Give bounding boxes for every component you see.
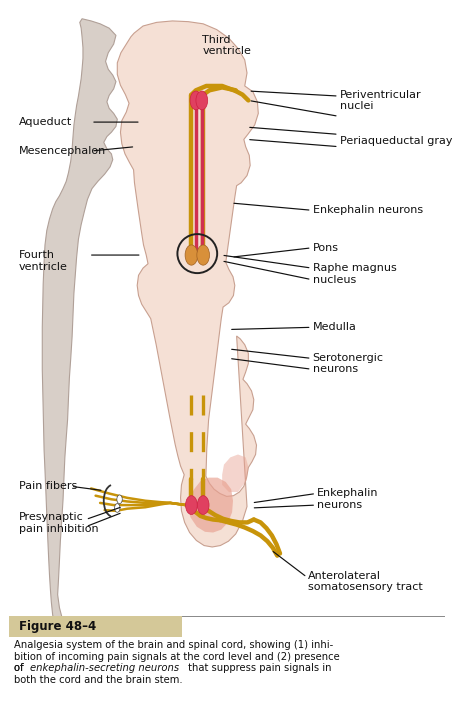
Text: bition of incoming pain signals at the cord level and (2) presence: bition of incoming pain signals at the c… [14,652,340,662]
Text: Raphe magnus
nucleus: Raphe magnus nucleus [312,263,396,285]
Text: of: of [14,663,27,673]
Text: Presynaptic
pain inhibition: Presynaptic pain inhibition [19,513,99,534]
Text: Medulla: Medulla [312,322,356,332]
Polygon shape [187,478,233,533]
Text: Mesencephalon: Mesencephalon [19,146,106,156]
Text: Aqueduct: Aqueduct [19,117,72,127]
Text: Analgesia system of the brain and spinal cord, showing (1) inhi-: Analgesia system of the brain and spinal… [14,640,334,650]
Text: Fourth
ventricle: Fourth ventricle [19,250,68,272]
Circle shape [190,91,202,110]
Polygon shape [42,19,117,626]
Text: Third
ventricle: Third ventricle [202,35,251,56]
Circle shape [196,91,208,110]
Text: Serotonergic
neurons: Serotonergic neurons [312,353,383,374]
FancyBboxPatch shape [9,616,182,636]
Text: of: of [14,663,27,673]
Circle shape [185,245,198,265]
Text: that suppress pain signals in: that suppress pain signals in [185,663,332,673]
Circle shape [197,245,210,265]
Circle shape [185,496,197,515]
Polygon shape [117,21,258,547]
Polygon shape [222,455,248,492]
Circle shape [115,504,120,513]
Text: Periventricular
nuclei: Periventricular nuclei [340,90,421,111]
Circle shape [117,495,122,504]
Text: Enkephalin
neurons: Enkephalin neurons [317,489,379,510]
Text: Periaqueductal gray: Periaqueductal gray [340,136,452,146]
Text: Enkephalin neurons: Enkephalin neurons [312,205,423,215]
Circle shape [197,496,209,515]
Text: Pain fibers: Pain fibers [19,481,77,492]
Text: Figure 48–4: Figure 48–4 [19,620,96,633]
Text: Pons: Pons [312,243,338,253]
Text: enkephalin-secreting neurons: enkephalin-secreting neurons [30,663,179,673]
Text: both the cord and the brain stem.: both the cord and the brain stem. [14,675,183,685]
Text: Anterolateral
somatosensory tract: Anterolateral somatosensory tract [308,571,423,592]
